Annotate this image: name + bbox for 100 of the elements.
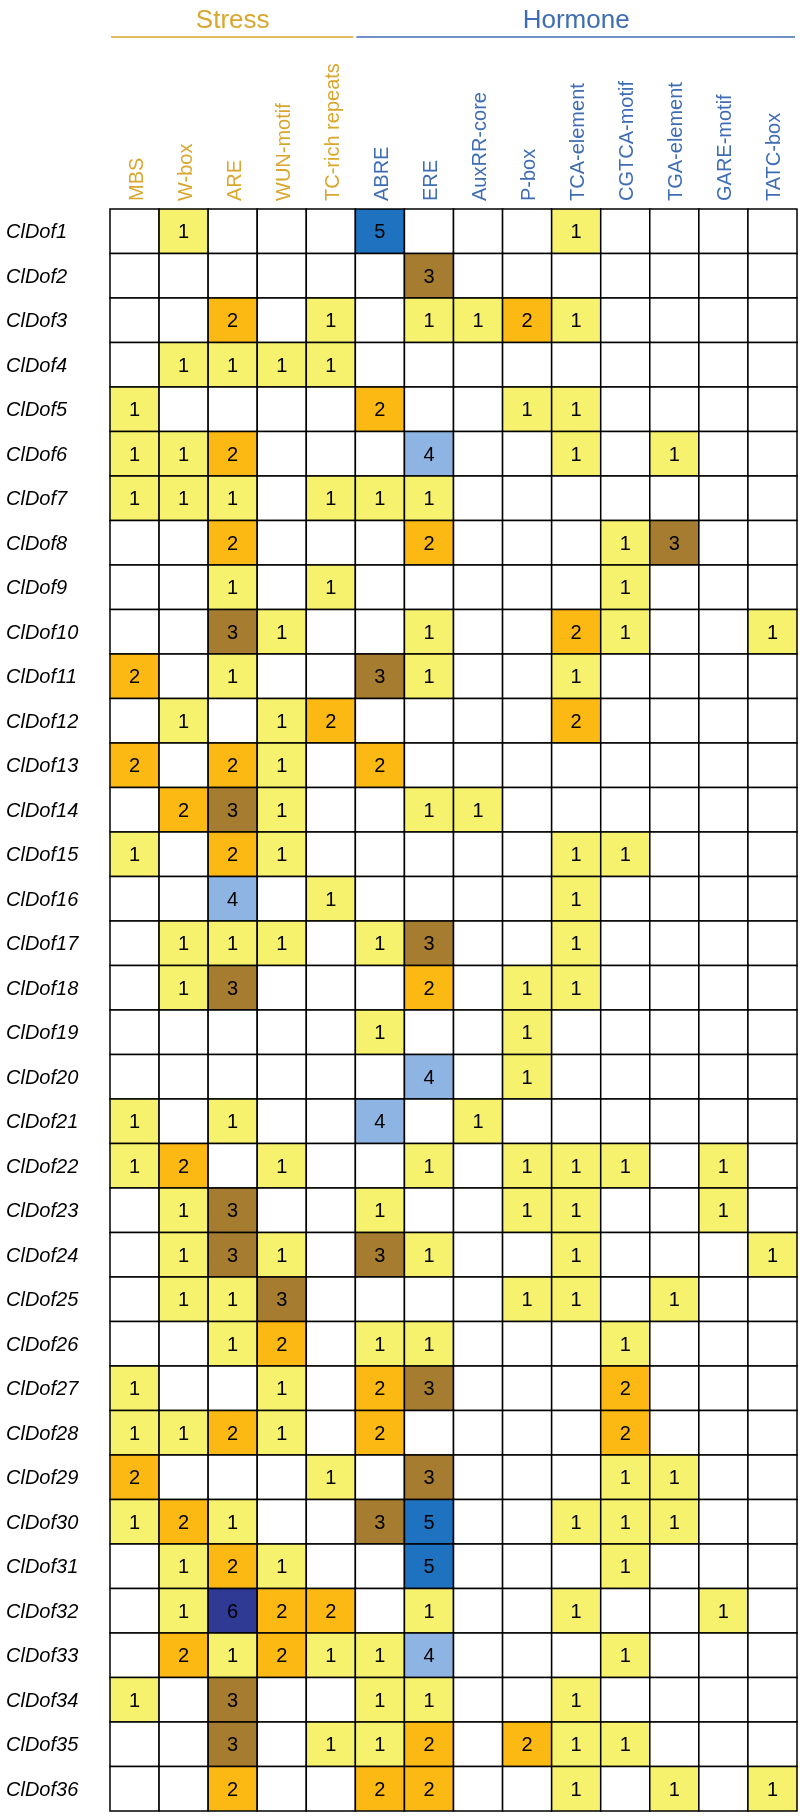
- data-label: 1: [423, 1154, 435, 1177]
- y-tick-label: ClDof16: [6, 887, 80, 910]
- y-tick-label: ClDof18: [6, 976, 79, 999]
- data-label: 1: [227, 1110, 239, 1133]
- data-label: 1: [423, 487, 435, 510]
- y-tick-label: ClDof12: [6, 709, 79, 732]
- data-label: 1: [325, 576, 337, 599]
- data-label: 1: [766, 1777, 779, 1800]
- data-label: 1: [128, 843, 141, 866]
- data-label: 1: [178, 1421, 190, 1444]
- data-label: 5: [423, 1555, 435, 1578]
- data-label: 1: [521, 398, 533, 421]
- data-label: 2: [178, 1510, 190, 1533]
- data-label: 3: [423, 1466, 435, 1489]
- data-label: 2: [570, 620, 582, 643]
- y-tick-label: ClDof1: [6, 220, 68, 243]
- data-label: 2: [423, 976, 435, 999]
- data-label: 2: [227, 843, 239, 866]
- data-label: 1: [423, 1243, 435, 1266]
- data-label: 2: [276, 1644, 288, 1667]
- data-label: 1: [668, 1466, 680, 1489]
- data-label: 2: [521, 309, 533, 332]
- data-label: 3: [374, 665, 386, 688]
- data-label: 4: [227, 887, 239, 910]
- data-label: 1: [570, 220, 582, 243]
- text: Stress: [195, 4, 270, 34]
- data-label: 1: [227, 665, 239, 688]
- data-label: 1: [178, 487, 190, 510]
- data-label: 2: [521, 1733, 533, 1756]
- y-tick-label: ClDof3: [6, 309, 68, 332]
- data-label: 1: [178, 932, 190, 955]
- data-label: 1: [472, 798, 484, 821]
- data-label: 1: [668, 1777, 680, 1800]
- y-tick-label: ClDof10: [6, 620, 79, 643]
- data-label: 2: [128, 1466, 141, 1489]
- data-label: 1: [178, 353, 190, 376]
- data-label: 1: [276, 1154, 288, 1177]
- data-label: 1: [276, 709, 288, 732]
- data-label: 1: [325, 353, 337, 376]
- data-label: 1: [717, 1599, 729, 1622]
- data-label: 1: [570, 1777, 582, 1800]
- data-label: 1: [717, 1154, 729, 1177]
- x-tick-label: TCA-element: [566, 82, 589, 201]
- data-label: 1: [423, 798, 435, 821]
- data-label: 2: [178, 1644, 190, 1667]
- data-label: 2: [374, 398, 386, 421]
- data-label: 1: [619, 1733, 631, 1756]
- data-label: 1: [619, 1510, 631, 1533]
- y-tick-label: ClDof15: [6, 843, 80, 866]
- data-label: 1: [128, 487, 141, 510]
- data-label: 1: [423, 620, 435, 643]
- data-label: 3: [227, 1688, 239, 1711]
- data-label: 1: [276, 754, 288, 777]
- data-label: 1: [128, 1110, 141, 1133]
- data-label: 1: [570, 887, 582, 910]
- data-label: 1: [374, 932, 386, 955]
- data-label: 2: [227, 1777, 239, 1800]
- data-label: 1: [570, 1733, 582, 1756]
- data-label: 2: [227, 309, 239, 332]
- y-tick-label: ClDof6: [6, 442, 69, 465]
- data-label: 1: [570, 1243, 582, 1266]
- data-label: 2: [276, 1332, 288, 1355]
- data-label: 1: [521, 1288, 533, 1311]
- data-label: 1: [178, 1199, 190, 1222]
- data-label: 1: [227, 1510, 239, 1533]
- data-label: 1: [423, 309, 435, 332]
- data-label: 4: [423, 1644, 435, 1667]
- data-label: 1: [227, 353, 239, 376]
- data-label: 5: [423, 1510, 435, 1533]
- y-tick-label: ClDof2: [6, 264, 68, 287]
- data-label: 4: [374, 1110, 386, 1133]
- data-label: 3: [227, 798, 239, 821]
- data-label: 1: [619, 1555, 631, 1578]
- y-tick-label: ClDof24: [6, 1243, 79, 1266]
- y-tick-label: ClDof36: [6, 1777, 80, 1800]
- data-label: 1: [472, 309, 484, 332]
- data-label: 1: [178, 442, 190, 465]
- data-label: 2: [128, 665, 141, 688]
- data-label: 1: [374, 1733, 386, 1756]
- data-label: 2: [227, 442, 239, 465]
- data-label: 3: [227, 620, 239, 643]
- data-label: 1: [325, 887, 337, 910]
- data-label: 1: [128, 1688, 141, 1711]
- y-tick-label: ClDof4: [6, 353, 68, 376]
- y-tick-label: ClDof7: [6, 487, 69, 510]
- y-tick-label: ClDof20: [6, 1065, 79, 1088]
- data-label: 1: [374, 1332, 386, 1355]
- data-label: 3: [423, 1377, 435, 1400]
- data-label: 4: [423, 442, 435, 465]
- y-tick-label: ClDof23: [6, 1199, 79, 1222]
- x-tick-label: ERE: [418, 159, 441, 201]
- data-label: 1: [570, 1199, 582, 1222]
- y-tick-label: ClDof5: [6, 398, 69, 421]
- data-label: 1: [423, 665, 435, 688]
- data-label: 3: [227, 1733, 239, 1756]
- text: Hormone: [522, 4, 630, 34]
- data-label: 1: [472, 1110, 484, 1133]
- x-tick-label: ARE: [222, 159, 245, 201]
- data-label: 1: [276, 932, 288, 955]
- data-label: 1: [128, 1421, 141, 1444]
